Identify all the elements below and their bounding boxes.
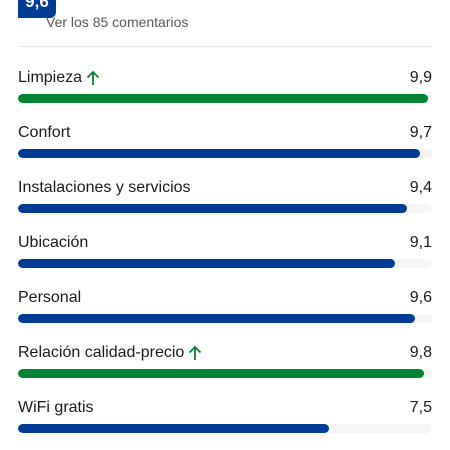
rating-bar-fill [18,369,424,378]
rating-bar-track [18,204,432,213]
rating-label: Instalaciones y servicios [18,179,191,196]
rating-label: Personal [18,289,82,306]
overall-score-badge: 9,6 [18,0,56,18]
rating-label: Ubicación [18,234,89,251]
arrow-up-icon [86,70,100,85]
rating-label: Confort [18,124,71,141]
rating-item-ubicacion: Ubicación 9,1 [18,231,432,286]
rating-bar-fill [18,314,416,323]
rating-score: 7,5 [409,399,432,416]
rating-bar-fill [18,259,395,268]
rating-label: Relación calidad-precio [18,344,185,361]
see-all-reviews-link[interactable]: Ver los 85 comentarios [46,14,189,30]
rating-bar-fill [18,424,329,433]
review-header: 9,6 [18,0,56,18]
rating-bar-track [18,369,432,378]
rating-bar-fill [18,94,428,103]
rating-item-confort: Confort 9,7 [18,121,432,176]
arrow-up-icon [189,345,202,360]
rating-bar-track [18,314,432,323]
rating-score: 9,4 [409,179,432,196]
rating-label: Limpieza [18,69,83,86]
rating-score: 9,1 [409,234,432,251]
rating-item-wifi: WiFi gratis 7,5 [18,396,432,450]
rating-score: 9,9 [409,69,432,86]
rating-label: WiFi gratis [18,399,94,416]
category-ratings-list: Limpieza 9,9 Confort 9,7 [18,66,432,450]
rating-bar-track [18,424,432,433]
rating-item-relacion-calidad-precio: Relación calidad-precio 9,8 [18,341,432,396]
rating-bar-fill [18,204,408,213]
rating-bar-fill [18,149,420,158]
rating-item-limpieza: Limpieza 9,9 [18,66,432,121]
rating-item-personal: Personal 9,6 [18,286,432,341]
rating-bar-track [18,94,432,103]
rating-score: 9,7 [409,124,432,141]
divider [18,46,432,47]
rating-bar-track [18,259,432,268]
rating-item-instalaciones: Instalaciones y servicios 9,4 [18,176,432,231]
rating-score: 9,8 [409,344,432,361]
rating-score: 9,6 [409,289,432,306]
rating-bar-track [18,149,432,158]
